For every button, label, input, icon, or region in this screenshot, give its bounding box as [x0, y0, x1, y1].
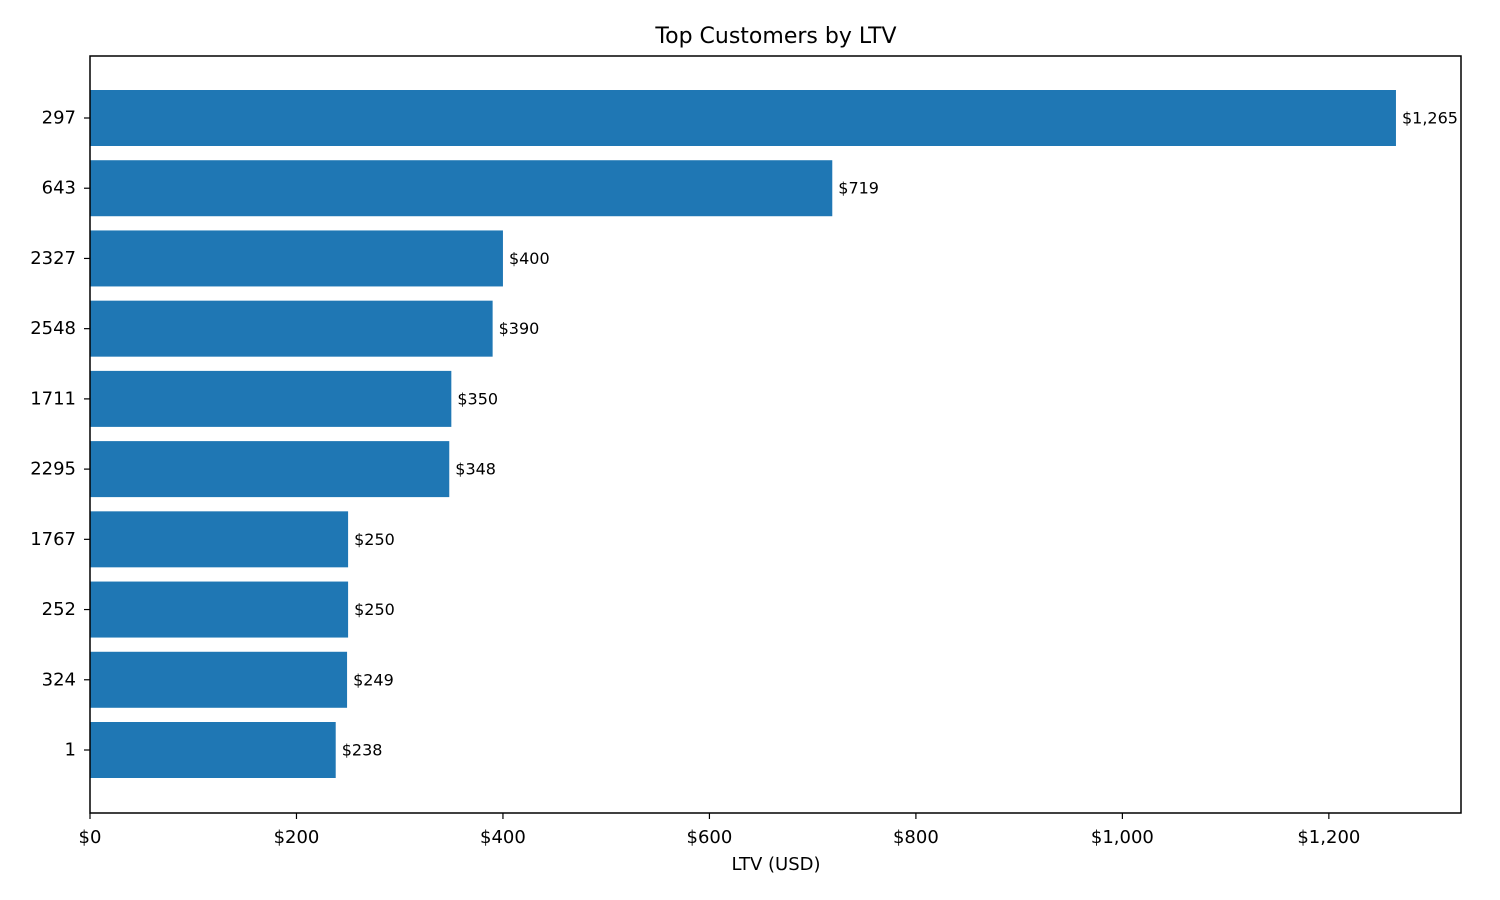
y-tick-label: 1711	[30, 388, 76, 409]
y-tick-label: 2548	[30, 318, 76, 339]
data-label: $390	[499, 319, 540, 338]
x-tick-label: $1,000	[1091, 827, 1154, 848]
x-tick-label: $400	[480, 827, 526, 848]
y-tick-label: 2327	[30, 248, 76, 269]
data-labels: $1,265 $719 $400 $390 $350 $348 $250 $250 $249 $2…	[342, 109, 1458, 760]
x-tick-label: $1,200	[1297, 827, 1360, 848]
data-label: $250	[354, 530, 395, 549]
bars-group	[90, 90, 1396, 778]
x-tick-label: $800	[893, 827, 939, 848]
data-label: $238	[342, 741, 383, 760]
bar-252	[90, 581, 349, 638]
bar-2548	[90, 300, 493, 357]
data-label: $400	[509, 249, 550, 268]
bar-1767	[90, 511, 349, 568]
y-tick-label: 2295	[30, 459, 76, 480]
data-label: $350	[457, 389, 498, 408]
y-tick-label: 252	[42, 599, 76, 620]
chart-title: Top Customers by LTV	[654, 24, 896, 49]
y-tick-label: 297	[42, 108, 76, 129]
y-tick-label: 643	[42, 178, 76, 199]
data-label: $719	[838, 179, 879, 198]
x-axis-label: LTV (USD)	[731, 854, 820, 875]
x-tick-label: $200	[274, 827, 320, 848]
y-tick-label: 1767	[30, 529, 76, 550]
y-tick-label: 1	[65, 740, 76, 761]
bar-2295	[90, 441, 450, 498]
y-tick-labels: 297 643 2327 2548 1711 2295 1767 252 324 1	[30, 108, 90, 761]
bar-324	[90, 651, 348, 708]
bar-297	[90, 90, 1396, 146]
bar-643	[90, 160, 833, 217]
x-tick-label: $600	[687, 827, 733, 848]
bar-1711	[90, 370, 452, 427]
plot-frame	[89, 55, 1462, 814]
data-label: $249	[353, 670, 394, 689]
data-label: $348	[455, 460, 496, 479]
bar-2327	[90, 230, 503, 287]
x-tick-label: $0	[79, 827, 102, 848]
y-tick-label: 324	[42, 669, 76, 690]
data-label: $1,265	[1402, 109, 1458, 128]
bar-1	[90, 722, 336, 778]
data-label: $250	[354, 600, 395, 619]
x-tick-labels: $0 $200 $400 $600 $800 $1,000 $1,200	[79, 813, 1360, 848]
